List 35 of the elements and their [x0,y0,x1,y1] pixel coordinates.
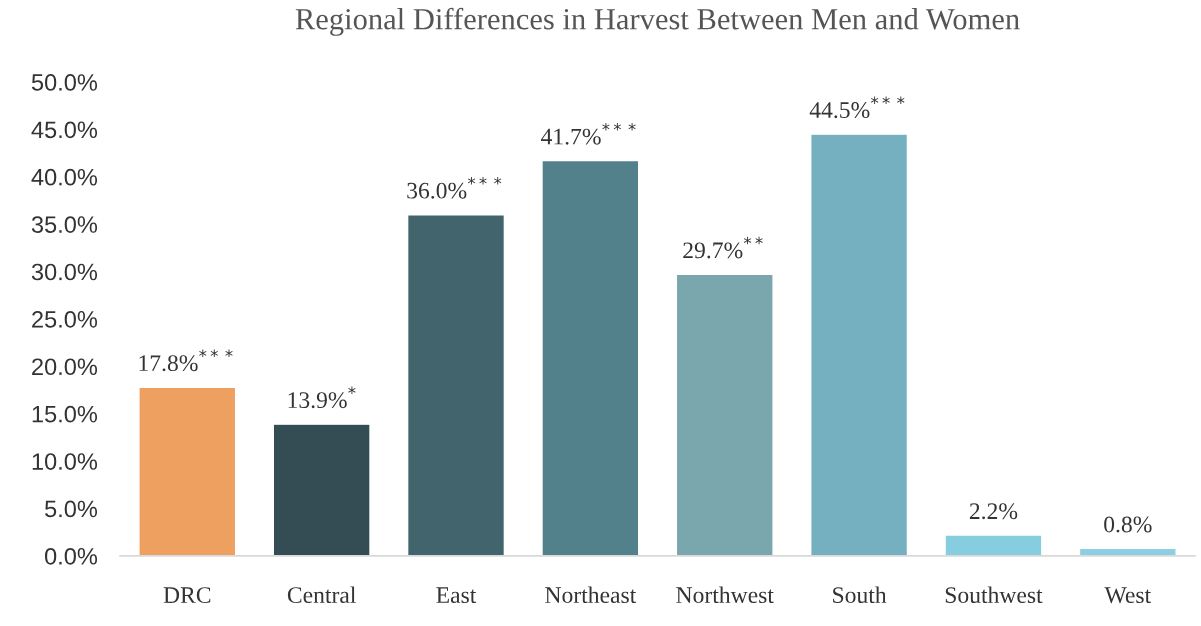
x-tick-label: South [833,586,887,604]
bar [272,423,371,556]
data-label: 44.5%$^{***}$ [809,96,905,119]
y-tick-label: 40.0% [31,168,98,186]
data-label: 13.9%$^{*}$ [288,386,356,409]
data-label: 17.8%$^{***}$ [139,349,233,372]
y-tick-label: 0.0% [44,547,98,565]
y-tick-label: 15.0% [32,405,98,423]
y-tick-label: 45.0% [31,121,98,139]
data-label: 41.7%$^{***}$ [541,123,636,145]
x-tick-label: West [1104,587,1151,604]
y-tick-label: 35.0% [31,216,98,233]
bar [138,386,237,556]
y-tick-label: 50.0% [31,74,98,91]
bar [944,534,1043,556]
y-tick-label: 10.0% [32,453,98,470]
data-label: 0.8% [1104,516,1152,533]
x-tick-label: Northeast [545,586,637,604]
x-tick-label: Northwest [676,586,774,604]
y-tick-label: 30.0% [31,263,98,281]
chart-title: Regional Differences in Harvest Between Men and Women [295,7,1020,36]
y-tick-label: 25.0% [32,311,98,328]
y-tick-label: 20.0% [32,358,98,376]
bar [675,273,774,556]
bar [406,213,506,556]
bar [541,159,640,556]
x-tick-label: Central [287,586,356,604]
x-tick-label: Southwest [945,586,1043,604]
data-label: 2.2% [969,503,1018,520]
y-tick-label: 5.0% [45,500,98,518]
bar [810,133,909,556]
data-label: 36.0%$^{***}$ [407,177,502,199]
x-tick-label: East [436,587,477,604]
data-label: 29.7%$^{**}$ [683,236,763,259]
x-tick-label: DRC [163,587,211,604]
